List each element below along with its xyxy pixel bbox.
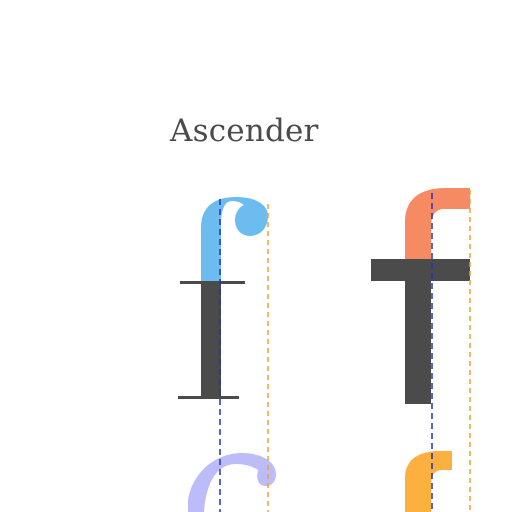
serif-f-ascender bbox=[201, 197, 268, 281]
serif-f-crossbar bbox=[180, 281, 245, 284]
sans-f-ascender bbox=[405, 188, 470, 259]
sans-f-crossbar bbox=[371, 259, 470, 281]
sans-f-lower-hook bbox=[405, 451, 452, 512]
serif-f-foot-serif bbox=[178, 396, 239, 399]
serif-f-glyph bbox=[178, 197, 276, 512]
serif-f-lower-hook bbox=[188, 453, 276, 512]
diagram-title: Ascender bbox=[169, 113, 319, 149]
sans-f-stem bbox=[405, 281, 431, 404]
sans-f-glyph bbox=[371, 188, 470, 512]
serif-f-stem bbox=[201, 281, 221, 396]
